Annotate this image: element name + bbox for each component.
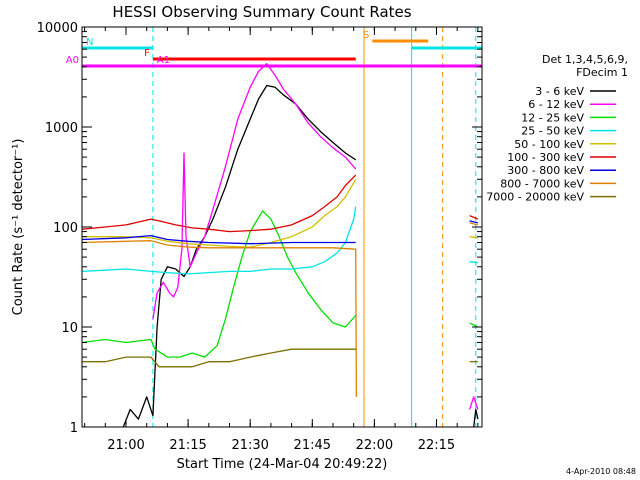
series-line-4-part-1: [81, 206, 357, 275]
x-tick-label-2: 21:15: [169, 438, 206, 453]
y-tick-label-4: 1000: [45, 121, 78, 136]
flag-label-a0: A0: [66, 55, 79, 66]
series-line-2-part-2: [468, 396, 479, 410]
flag-label-n: N: [86, 37, 93, 48]
legend-title-line-1: Det 1,3,4,5,6,9,: [542, 53, 628, 66]
legend-label-2: 6 - 12 keV: [528, 98, 584, 111]
y-axis-label: Count Rate (s⁻¹ detector⁻¹): [11, 139, 26, 316]
series-line-6-part-1: [81, 174, 357, 233]
y-axis-ticks: 1 10 100 1000 10000: [37, 21, 482, 436]
footer-timestamp: 4-Apr-2010 08:48: [566, 467, 636, 476]
legend-label-3: 12 - 25 keV: [521, 111, 584, 124]
series-line-6-part-2: [469, 215, 479, 220]
legend-label-5: 50 - 100 keV: [514, 138, 584, 151]
x-tick-label-5: 22:00: [356, 438, 393, 453]
y-tick-label-3: 100: [53, 221, 78, 236]
x-axis-ticks: 21:00 21:15 21:30 21:45 22:00 22:15: [84, 27, 479, 453]
series-line-9-part-1: [82, 348, 356, 368]
series-line-3-part-2: [469, 322, 479, 328]
legend-label-6: 100 - 300 keV: [507, 151, 584, 164]
flag-label-s: S: [363, 30, 369, 41]
x-tick-label-1: 21:00: [107, 438, 144, 453]
legend-title-line-2: FDecim 1: [576, 66, 628, 79]
series-line-7-part-2: [469, 220, 479, 224]
y-tick-label-1: 1: [70, 421, 78, 436]
series-line-4-part-2: [469, 261, 478, 264]
series-line-1-part-1: [122, 84, 357, 428]
flag-label-f: F: [144, 48, 150, 59]
legend-label-4: 25 - 50 keV: [521, 125, 584, 138]
y-tick-label-5: 10000: [37, 21, 78, 36]
series-line-8-part-2: [469, 222, 479, 226]
x-tick-label-3: 21:30: [231, 438, 268, 453]
plot-area: N S F A0 A1: [66, 27, 482, 428]
series-line-5-part-2: [469, 236, 478, 239]
y-tick-label-2: 10: [61, 321, 78, 336]
series-line-8-part-1: [81, 240, 358, 397]
x-axis-label: Start Time (24-Mar-04 20:49:22): [177, 457, 388, 472]
legend-label-8: 800 - 7000 keV: [500, 177, 584, 190]
series-line-2-part-1: [152, 63, 357, 320]
x-tick-label-4: 21:45: [294, 438, 331, 453]
flag-label-a1: A1: [157, 55, 170, 66]
legend-label-1: 3 - 6 keV: [535, 85, 584, 98]
series-line-3-part-1: [81, 210, 357, 358]
series-line-1-part-2: [473, 408, 479, 428]
x-tick-label-6: 22:15: [418, 438, 455, 453]
series-line-5-part-1: [82, 178, 357, 248]
series-line-7-part-1: [81, 234, 356, 245]
legend-label-7: 300 - 800 keV: [507, 164, 584, 177]
chart-title: HESSI Observing Summary Count Rates: [112, 3, 411, 21]
legend-label-9: 7000 - 20000 keV: [486, 191, 584, 204]
